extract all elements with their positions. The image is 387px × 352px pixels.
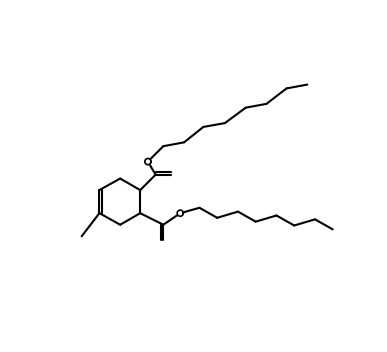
Polygon shape bbox=[177, 210, 183, 216]
Polygon shape bbox=[145, 158, 151, 165]
